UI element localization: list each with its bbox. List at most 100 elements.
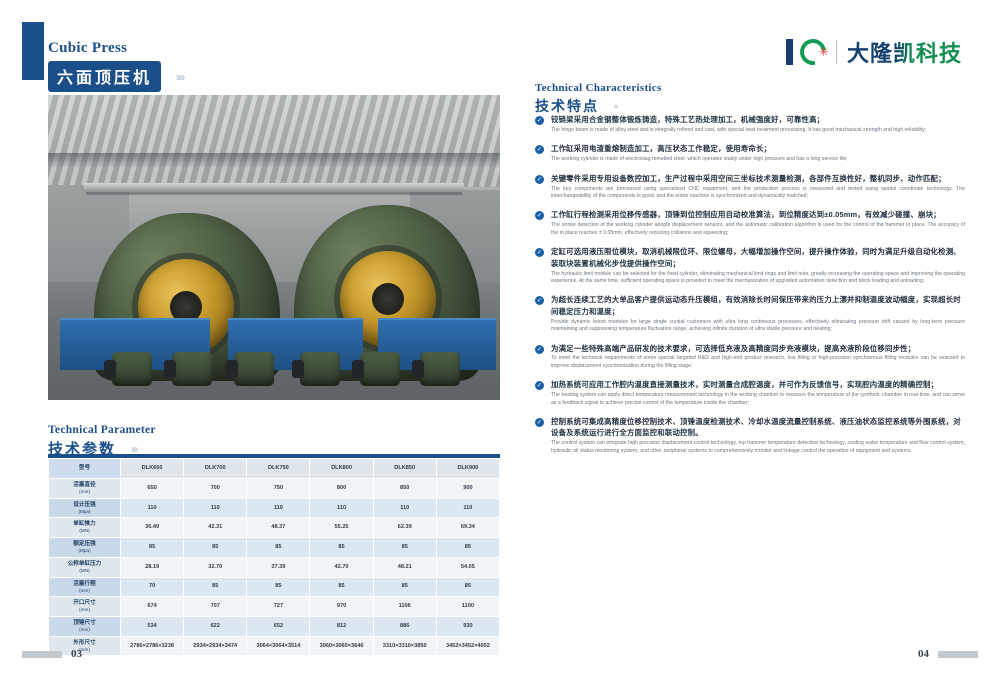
table-cell: 85	[309, 576, 374, 598]
logo-company-name: 大隆凯科技	[847, 36, 962, 68]
right-page-number: 04	[918, 648, 929, 660]
motor-unit	[412, 352, 460, 386]
table-row-label: 单缸推力 (MN)	[48, 517, 121, 539]
table-row-label: 外形尺寸 (mm)	[48, 635, 121, 657]
table-col-header-model: DLK700	[183, 458, 248, 479]
table-row-label: 公称单缸压力 (MN)	[48, 556, 121, 578]
table-cell: 110	[435, 497, 501, 519]
left-english-title: Cubic Press	[48, 40, 128, 56]
chevron-ornament-icon: ›››	[130, 441, 138, 456]
characteristic-item: ✓ 定缸可选用液压限位模块，取消机械限位环、限位螺母，大幅增加操作空间，提升操作体…	[535, 246, 965, 285]
technical-parameter-heading: Technical Parameter 技术参数 ›››	[48, 424, 156, 459]
table-cell: 2934×2934×3474	[183, 635, 248, 657]
page-number-bar	[22, 650, 62, 658]
table-cell: 886	[372, 616, 437, 637]
check-circle-icon: ✓	[535, 344, 544, 354]
table-cell: 85	[246, 537, 311, 558]
logo-divider	[835, 40, 837, 64]
characteristic-item: ✓ 为超长连续工艺的大单品客户提供运动态升压模组，有效消除长时间保压带来的压力上漂…	[535, 294, 965, 333]
motor-unit	[352, 352, 400, 386]
characteristics-list: ✓ 铰链梁采用合金钢整体锻炼铸造，特殊工艺热处理加工，机械强度好，可靠性高； The…	[535, 114, 965, 464]
table-cell: 36.49	[119, 517, 185, 539]
check-circle-icon: ✓	[535, 417, 544, 427]
table-cell: 800	[309, 478, 374, 499]
technical-parameter-table-wrapper: 型号 DLK650 DLK700 DLK750 DLK800 DLK850 DLK900 活…	[48, 454, 501, 657]
characteristic-body: 加热系统可应用工作腔内温度直接测量技术，实时测量合成腔温度，并可作为反馈信号，实…	[551, 379, 965, 407]
table-cell: 28.19	[119, 556, 185, 578]
table-col-header-model: DLK650	[119, 458, 185, 479]
characteristic-item: ✓ 加热系统可应用工作腔内温度直接测量技术，实时测量合成腔温度，并可作为反馈信号，…	[535, 379, 965, 407]
characteristic-english-text: The key components are processed using s…	[551, 185, 965, 200]
table-cell: 85	[435, 537, 501, 558]
table-cell: 69.34	[435, 517, 501, 539]
table-top-rule	[48, 454, 500, 458]
table-cell: 3064×3064×3514	[246, 635, 311, 657]
company-logo[interactable]: ✳ 大隆凯科技	[785, 33, 962, 71]
characteristic-body: 定缸可选用液压限位模块，取消机械限位环、限位螺母，大幅增加操作空间，提升操作体验…	[551, 246, 965, 285]
characteristic-item: ✓ 工作缸采用电渣重熔制造加工，高压状态工作稳定，使用寿命长； The workin…	[535, 143, 965, 163]
table-cell: 900	[435, 478, 501, 499]
table-cell: 42.31	[183, 517, 248, 539]
characteristic-chinese-text: 为满足一些特殊高端产品研发的技术要求，可选择低充液及高精度同步充液模块，提高充液…	[551, 343, 916, 353]
motor-unit	[292, 352, 340, 386]
table-cell: 930	[435, 616, 501, 637]
table-row: 顶锤尺寸 (mm) 534 622 652 812 886 930	[48, 616, 501, 637]
left-chinese-title: 六面顶压机	[48, 61, 162, 92]
table-cell: 55.25	[309, 517, 374, 539]
table-cell: 700	[183, 478, 248, 499]
table-row: 活塞行程 (mm) 70 85 85 85 85 85	[48, 576, 501, 598]
table-cell: 3060×3060×3646	[309, 635, 374, 657]
characteristic-item: ✓ 控制系统可集成高精度位移控制技术、顶锤温度检测技术、冷却水温度流量控制系统、液…	[535, 416, 965, 455]
chevron-ornament-icon: ›››	[613, 101, 618, 111]
table-cell: 674	[119, 596, 185, 618]
check-circle-icon: ✓	[535, 116, 544, 125]
table-row: 单缸推力 (MN) 36.49 42.31 48.37 55.25 62.39 69.34	[48, 517, 501, 539]
page-number-bar	[938, 650, 978, 658]
table-col-header-model: DLK800	[309, 458, 374, 479]
table-row-label: 开口尺寸 (mm)	[48, 596, 121, 618]
logo-ring-icon: ✳	[794, 33, 832, 71]
table-row-label: 顶锤尺寸 (mm)	[48, 616, 121, 637]
technical-characteristics-heading: Technical Characteristics 技术特点 ›››	[535, 82, 662, 116]
table-cell: 2786×2786×3238	[119, 635, 185, 657]
characteristic-item: ✓ 工作缸行程检测采用位移传感器，顶锤到位控制应用自动校准算法，到位精度达到±0.…	[535, 209, 965, 237]
table-cell: 3310×3310×3850	[372, 635, 437, 657]
characteristic-item: ✓ 铰链梁采用合金钢整体锻炼铸造，特殊工艺热处理加工，机械强度好，可靠性高； The…	[535, 114, 965, 134]
characteristic-english-text: The stroke detection of the working cyli…	[551, 222, 965, 236]
chevron-ornament-icon: ››››	[175, 69, 185, 84]
characteristic-body: 关键零件采用专用设备数控加工，生产过程中采用空间三坐标技术测量检测，各部件互换性…	[551, 173, 965, 201]
table-cell: 534	[119, 616, 185, 637]
right-page-footer: 04	[918, 648, 978, 660]
table-row-label: 活塞直径 (mm)	[48, 478, 121, 499]
table-cell: 85	[246, 576, 311, 598]
characteristic-english-text: The hinge beam is made of alloy steel an…	[551, 126, 927, 133]
motor-unit	[164, 352, 212, 386]
table-cell: 85	[372, 537, 437, 558]
check-circle-icon: ✓	[535, 174, 544, 184]
characteristic-body: 为超长连续工艺的大单品客户提供运动态升压模组，有效消除长时间保压带来的压力上漂并…	[551, 294, 965, 333]
table-cell: 110	[119, 497, 185, 519]
table-cell: 1100	[435, 596, 501, 618]
characteristic-english-text: The working cylinder is made of electros…	[551, 156, 848, 163]
table-cell: 85	[183, 576, 248, 598]
table-row: 公称单缸压力 (MN) 28.19 32.70 37.39 42.70 48.21 54.05	[48, 556, 501, 578]
table-cell: 970	[309, 596, 374, 618]
table-cell: 32.70	[183, 556, 248, 578]
characteristic-body: 为满足一些特殊高端产品研发的技术要求，可选择低充液及高精度同步充液模块，提高充液…	[551, 343, 965, 371]
table-col-header-model: DLK750	[246, 458, 311, 479]
table-cell: 727	[246, 596, 311, 618]
characteristic-english-text: The hydraulic limit module can be select…	[551, 270, 965, 284]
table-cell: 622	[183, 616, 248, 637]
table-cell: 812	[309, 616, 374, 637]
check-circle-icon: ✓	[535, 145, 544, 155]
table-cell: 85	[119, 537, 185, 558]
check-circle-icon: ✓	[535, 296, 544, 306]
left-accent-band	[22, 22, 44, 80]
characteristic-chinese-text: 铰链梁采用合金钢整体锻炼铸造，特殊工艺热处理加工，机械强度好，可靠性高；	[551, 115, 825, 124]
characteristic-body: 工作缸行程检测采用位移传感器，顶锤到位控制应用自动校准算法，到位精度达到±0.0…	[551, 209, 965, 237]
table-cell: 48.21	[372, 556, 437, 578]
motor-unit	[104, 352, 152, 386]
table-cell: 850	[372, 478, 437, 499]
table-header-row: 型号 DLK650 DLK700 DLK750 DLK800 DLK850 DLK900	[48, 458, 501, 479]
